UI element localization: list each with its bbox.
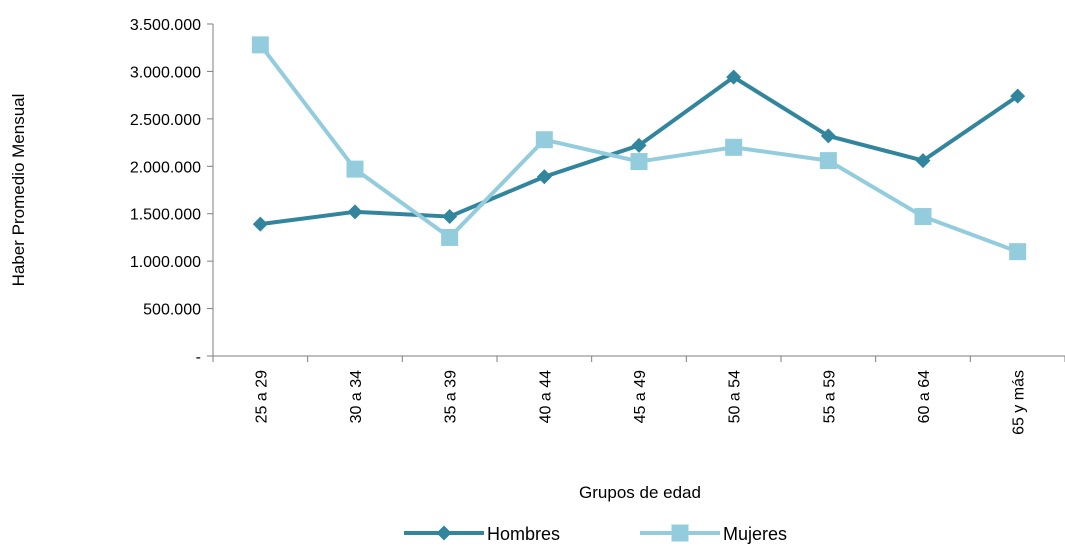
data-point-marker [535,131,553,149]
x-tick-label: 65 y más [1011,370,1028,435]
x-axis-ticks: 25 a 29 30 a 34 35 a 39 40 a 44 45 a 49 50 a … [212,356,1065,435]
series-group [251,36,1027,261]
x-tick-label: 55 a 59 [821,370,838,423]
data-point-marker [819,152,837,170]
y-tick-label: 500.000 [143,302,201,319]
x-tick-label: 25 a 29 [253,370,270,423]
x-tick-label: 45 a 49 [632,370,649,423]
y-axis-ticks: - 500.000 1.000.000 1.500.000 2.000.000 2.500… [130,17,213,366]
legend-marker [436,525,452,541]
data-point-marker [725,138,743,156]
x-tick-label: 60 a 64 [916,370,933,423]
data-point-marker [346,160,364,178]
legend-label: Hombres [487,524,560,544]
series-hombres [252,69,1026,232]
y-tick-label: 3.000.000 [130,64,201,81]
data-point-marker [441,228,459,246]
data-point-marker [442,209,458,225]
series-mujeres [251,36,1027,261]
legend-label: Mujeres [723,524,787,544]
y-axis-title: Haber Promedio Mensual [9,94,28,287]
data-point-marker [630,153,648,171]
legend: Hombres Mujeres [404,524,787,544]
x-tick-label: 35 a 39 [443,370,460,423]
x-axis-title: Grupos de edad [579,483,701,502]
data-point-marker [726,69,742,85]
data-point-marker [915,153,931,169]
data-point-marker [251,36,269,54]
axes [212,24,1065,357]
data-point-marker [820,128,836,144]
legend-marker [671,524,689,542]
legend-item: Mujeres [640,524,787,544]
y-tick-label: 1.500.000 [130,207,201,224]
y-tick-label: - [196,349,201,366]
data-point-marker [1009,243,1027,261]
data-point-marker [252,216,268,232]
y-tick-label: 1.000.000 [130,254,201,271]
data-point-marker [631,137,647,153]
data-point-marker [914,208,932,226]
legend-item: Hombres [404,524,560,544]
x-tick-label: 40 a 44 [537,370,554,423]
data-point-marker [536,169,552,185]
y-tick-label: 2.000.000 [130,159,201,176]
x-tick-label: 30 a 34 [348,370,365,423]
x-tick-label: 50 a 54 [727,370,744,423]
y-tick-label: 2.500.000 [130,112,201,129]
data-point-marker [1010,88,1026,104]
y-tick-label: 3.500.000 [130,17,201,34]
data-point-marker [347,204,363,220]
